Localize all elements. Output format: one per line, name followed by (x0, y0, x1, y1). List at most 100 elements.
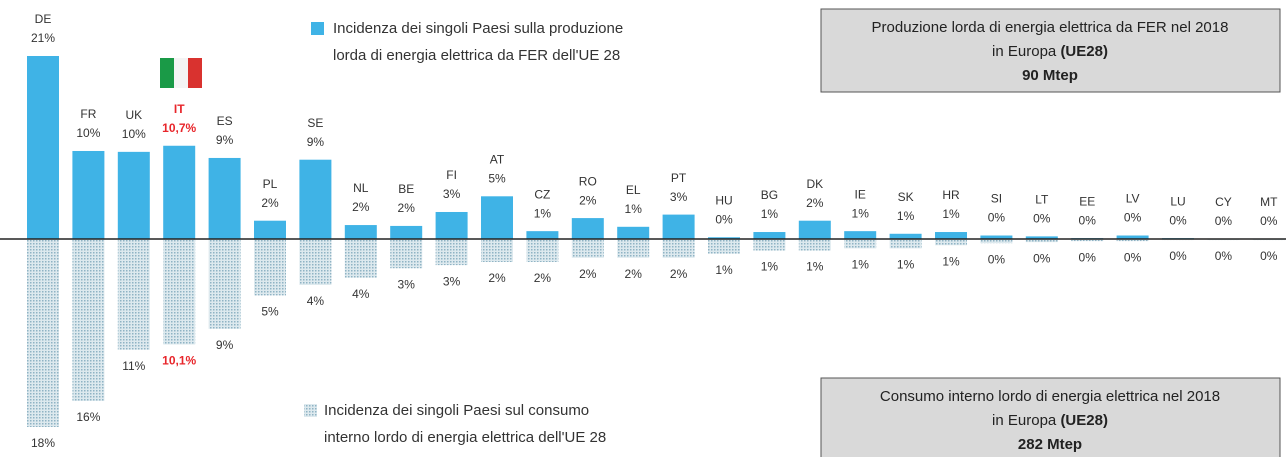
value-label: 1% (852, 258, 870, 272)
value-label: 18% (31, 436, 55, 450)
bar (117, 151, 150, 239)
bar (299, 159, 332, 239)
bar (254, 220, 286, 239)
value-label: 1% (625, 202, 643, 216)
value-label: 0% (1079, 213, 1097, 227)
value-label: 5% (261, 305, 279, 319)
bar (117, 239, 150, 350)
value-label: 5% (488, 171, 506, 185)
x-tick-label: BE (398, 182, 414, 196)
bar (208, 157, 241, 239)
bar (708, 239, 740, 254)
value-label: 2% (579, 267, 597, 281)
bar (208, 239, 241, 329)
x-tick-label: LU (1170, 194, 1185, 208)
value-label: 1% (806, 260, 824, 274)
x-tick-label: IT (174, 102, 185, 116)
x-tick-label: CY (1215, 195, 1232, 209)
x-tick-label: PL (263, 177, 278, 191)
value-label: 1% (897, 258, 915, 272)
x-tick-label: HU (715, 193, 732, 207)
value-label: 0% (1124, 250, 1142, 264)
x-tick-label: ES (217, 114, 233, 128)
bar (798, 239, 831, 251)
value-label: 9% (216, 133, 234, 147)
value-label: 0% (988, 252, 1006, 266)
value-label: 2% (579, 193, 597, 207)
x-tick-label: UK (125, 108, 142, 122)
bar (435, 211, 468, 239)
legend-swatch (311, 22, 324, 35)
bar (481, 239, 513, 262)
value-label: 0% (715, 212, 733, 226)
value-label: 2% (488, 271, 506, 285)
value-label: 1% (897, 209, 915, 223)
x-tick-label: AT (490, 152, 505, 166)
bar (935, 239, 967, 246)
bar (753, 239, 786, 251)
x-tick-label: BG (761, 188, 778, 202)
x-tick-label: SI (991, 192, 1002, 206)
bar (72, 150, 105, 239)
bar (889, 233, 922, 239)
value-label: 4% (352, 287, 370, 301)
value-label: 0% (988, 211, 1006, 225)
value-label: 2% (352, 200, 370, 214)
x-tick-label: SE (307, 116, 323, 130)
value-label: 0% (1033, 251, 1051, 265)
legend-label: Incidenza dei singoli Paesi sul consumo (324, 402, 589, 419)
bar (27, 56, 59, 239)
bar (163, 239, 196, 345)
bar (662, 214, 695, 239)
value-label: 0% (1169, 249, 1187, 263)
bar (844, 231, 877, 239)
legend-swatch (304, 404, 317, 417)
box-line: in Europa (UE28) (992, 43, 1108, 60)
box-line: Produzione lorda di energia elettrica da… (872, 19, 1229, 36)
value-label: 2% (261, 196, 279, 210)
bar (889, 239, 922, 249)
bar (980, 235, 1013, 239)
bar (844, 239, 877, 249)
bar (390, 225, 423, 239)
value-label: 1% (942, 207, 960, 221)
value-label: 2% (625, 267, 643, 281)
legend-label: Incidenza dei singoli Paesi sulla produz… (333, 20, 623, 37)
x-tick-label: LV (1126, 192, 1140, 206)
value-label: 10% (122, 127, 146, 141)
x-tick-label: HR (942, 188, 960, 202)
value-label: 3% (443, 187, 461, 201)
value-label: 1% (942, 254, 960, 268)
value-label: 10,7% (162, 121, 196, 135)
value-label: 2% (398, 201, 416, 215)
value-label: 0% (1215, 214, 1233, 228)
bar (1116, 239, 1149, 242)
value-label: 10% (76, 126, 100, 140)
bar (1071, 239, 1104, 242)
bar (617, 239, 650, 258)
value-label: 3% (443, 274, 461, 288)
bar (435, 239, 468, 266)
x-tick-label: EE (1079, 194, 1095, 208)
x-tick-label: PT (671, 171, 687, 185)
value-label: 10,1% (162, 354, 196, 368)
bar (662, 239, 695, 258)
bar (1025, 239, 1058, 243)
x-tick-label: DK (806, 177, 823, 191)
bar (753, 232, 786, 239)
bar (163, 145, 196, 239)
legend-label: lorda di energia elettrica da FER dell'U… (333, 47, 620, 64)
x-tick-label: FI (446, 168, 457, 182)
value-label: 0% (1169, 213, 1187, 227)
bar (1116, 235, 1149, 239)
value-label: 11% (122, 359, 145, 373)
x-tick-label: IE (855, 187, 866, 201)
bar (344, 225, 377, 239)
box-line: 90 Mtep (1022, 67, 1078, 84)
x-tick-label: RO (579, 174, 597, 188)
bar (617, 226, 650, 239)
bar (571, 239, 604, 258)
bar (526, 231, 559, 239)
bar (980, 239, 1013, 244)
bar (254, 239, 286, 296)
